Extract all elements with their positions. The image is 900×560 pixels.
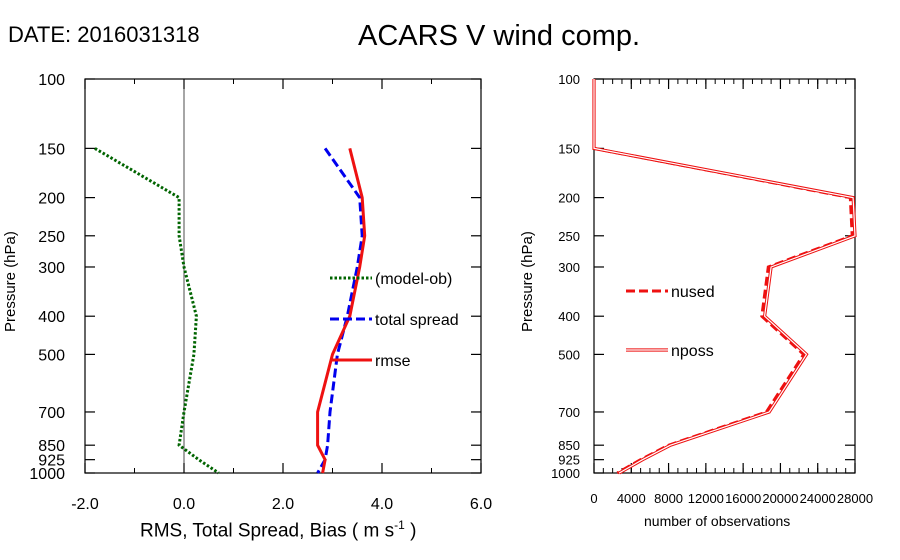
chart-title: ACARS V wind comp.	[358, 20, 641, 52]
left-y-tick-label: 250	[38, 229, 65, 246]
right-y-axis-label: Pressure (hPa)	[519, 231, 536, 332]
left-x-tick-label: 6.0	[470, 496, 492, 513]
right-x-tick-label: 20000	[762, 491, 798, 506]
right-x-tick-label: 8000	[654, 491, 683, 506]
left-series-total-spread-line	[316, 147, 364, 474]
right-x-tick-label: 28000	[837, 491, 873, 506]
right-legend: nused nposs	[626, 284, 715, 360]
left-legend-label: rmse	[375, 353, 411, 370]
left-legend-label: (model-ob)	[375, 271, 452, 288]
left-series-model-ob-line	[94, 147, 220, 475]
left-x-axis-label: RMS, Total Spread, Bias ( m s-1 )	[140, 518, 417, 542]
right-y-tick-label: 500	[558, 347, 580, 362]
left-x-tick-label: -2.0	[71, 496, 99, 513]
left-y-tick-label: 400	[38, 309, 65, 326]
right-series-nposs-line-inner	[593, 79, 856, 474]
right-y-tick-label: 400	[558, 309, 580, 324]
right-y-tick-label: 925	[558, 453, 580, 468]
left-y-tick-label: 1000	[29, 466, 65, 483]
date-label: DATE: 2016031318	[8, 22, 200, 47]
left-x-tick-label: 4.0	[371, 496, 393, 513]
right-x-tick-label: 16000	[725, 491, 761, 506]
right-y-tick-label: 700	[558, 405, 580, 420]
left-x-tick-label: 0.0	[173, 496, 195, 513]
right-x-tick-label: 12000	[688, 491, 724, 506]
right-y-tick-label: 200	[558, 191, 580, 206]
right-y-tick-label: 250	[558, 229, 580, 244]
right-y-tick-label: 150	[558, 141, 580, 156]
right-x-tick-label: 24000	[800, 491, 836, 506]
right-series-nposs-line	[592, 79, 857, 475]
left-legend-label: total spread	[375, 312, 459, 329]
left-y-tick-label: 300	[38, 260, 65, 277]
right-x-axis-label: number of observations	[644, 513, 791, 529]
left-y-tick-label: 700	[38, 405, 65, 422]
left-x-tick-label: 2.0	[272, 496, 294, 513]
right-x-tick-label: 0	[590, 491, 597, 506]
left-y-tick-label: 200	[38, 191, 65, 208]
left-y-tick-label: 850	[38, 438, 65, 455]
left-legend: (model-ob) total spread rmse	[330, 271, 459, 370]
left-series-rmse-line	[316, 148, 367, 474]
right-series-nused-line	[592, 79, 854, 475]
right-plot-frame	[593, 78, 856, 474]
right-y-tick-label: 300	[558, 260, 580, 275]
right-y-tick-label: 850	[558, 438, 580, 453]
right-y-tick-label: 100	[558, 72, 580, 87]
right-x-tick-label: 4000	[617, 491, 646, 506]
left-y-tick-label: 100	[38, 72, 65, 89]
right-legend-label: nused	[671, 284, 715, 301]
left-y-axis-label: Pressure (hPa)	[2, 231, 19, 332]
left-y-tick-label: 150	[38, 141, 65, 158]
left-y-tick-label: 500	[38, 347, 65, 364]
left-y-tick-label: 925	[38, 453, 65, 470]
right-legend-label: nposs	[671, 343, 714, 360]
right-y-tick-label: 1000	[551, 466, 580, 481]
